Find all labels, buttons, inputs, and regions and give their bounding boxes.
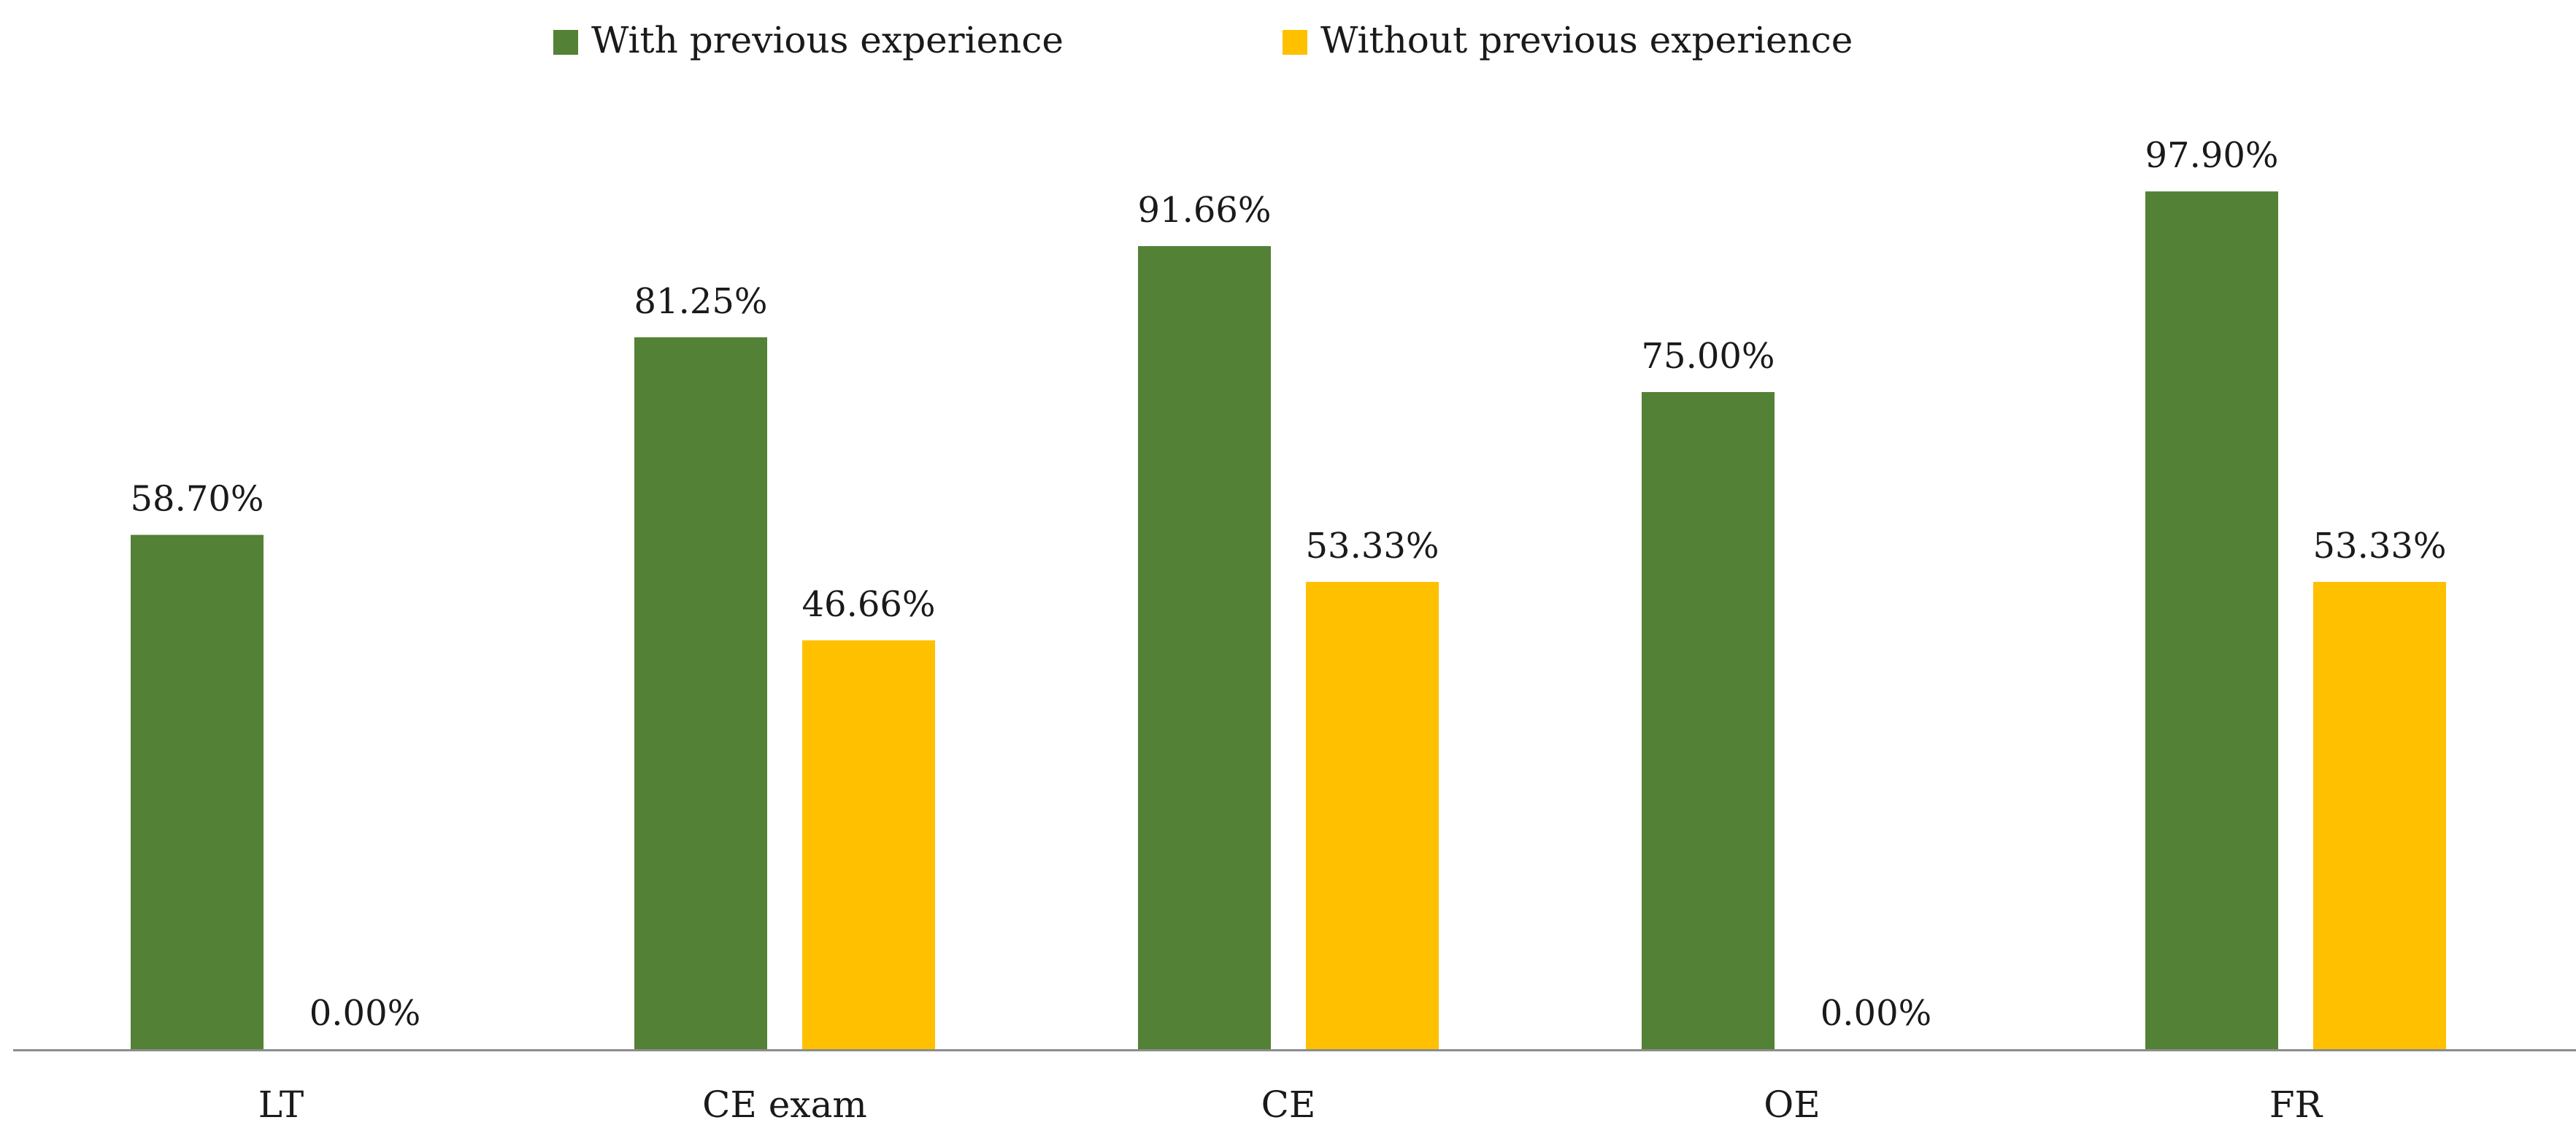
value-label-0-2: 91.66% — [1137, 190, 1271, 231]
x-tick-label-2: CE — [1261, 1083, 1316, 1126]
x-tick-label-1: CE exam — [702, 1083, 867, 1126]
bars-group — [131, 191, 2446, 1050]
legend-swatch-1 — [1283, 30, 1307, 55]
bar-0-0 — [131, 534, 264, 1049]
value-label-1-1: 46.66% — [801, 584, 935, 625]
value-label-1-2: 53.33% — [1305, 526, 1439, 567]
value-label-0-1: 81.25% — [634, 281, 767, 322]
bar-1-1 — [802, 640, 935, 1049]
x-tick-labels-group: LT CE exam CE OE FR — [258, 1083, 2323, 1126]
legend-label-0: With previous experience — [591, 19, 1064, 61]
value-labels-group: 58.70% 0.00% 81.25% 46.66% 91.66% 53.33% 75.00… — [130, 135, 2446, 1034]
bar-1-2 — [1306, 582, 1439, 1049]
value-label-0-0: 58.70% — [130, 479, 264, 520]
bar-0-2 — [1138, 246, 1271, 1050]
value-label-0-3: 75.00% — [1641, 336, 1775, 377]
x-tick-label-3: OE — [1764, 1083, 1820, 1126]
legend-swatch-0 — [553, 30, 578, 55]
legend-label-1: Without previous experience — [1320, 19, 1853, 61]
value-label-1-3: 0.00% — [1820, 993, 1931, 1034]
x-tick-label-0: LT — [258, 1083, 304, 1126]
value-label-1-4: 53.33% — [2312, 526, 2446, 567]
value-label-0-4: 97.90% — [2145, 135, 2278, 176]
bar-0-1 — [634, 337, 767, 1049]
legend: With previous experience Without previous… — [553, 19, 1853, 61]
x-tick-label-4: FR — [2269, 1083, 2323, 1126]
bar-1-4 — [2313, 582, 2446, 1049]
bar-0-3 — [1642, 392, 1775, 1049]
bar-0-4 — [2145, 191, 2278, 1050]
value-label-1-0: 0.00% — [309, 993, 420, 1034]
